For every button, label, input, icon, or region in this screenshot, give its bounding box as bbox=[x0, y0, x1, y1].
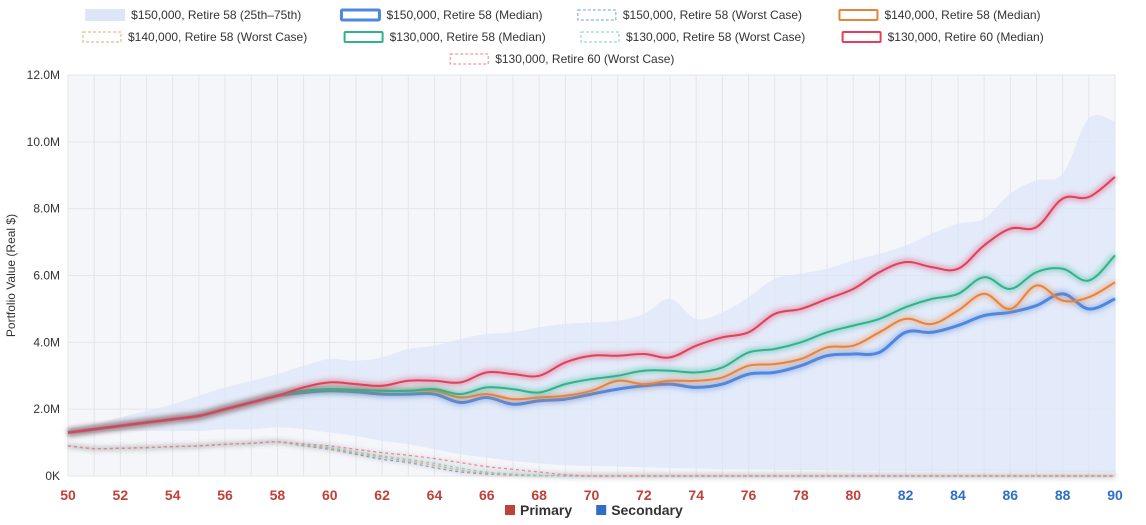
x-tick-label: 84 bbox=[950, 487, 966, 503]
legend-item[interactable]: $130,000, Retire 60 (Worst Case) bbox=[449, 52, 674, 66]
x-tick-label: 88 bbox=[1055, 487, 1071, 503]
x-tick-label: 90 bbox=[1107, 487, 1123, 503]
legend-item[interactable]: $140,000, Retire 58 (Worst Case) bbox=[82, 30, 307, 44]
x-tick-label: 68 bbox=[531, 487, 547, 503]
legend-swatch bbox=[580, 31, 620, 43]
x-tick-label: 62 bbox=[374, 487, 390, 503]
x-tick-label: 86 bbox=[1003, 487, 1019, 503]
x-tick-label: 70 bbox=[584, 487, 600, 503]
series-line-6 bbox=[67, 176, 1116, 434]
legend-item[interactable]: $130,000, Retire 58 (Worst Case) bbox=[580, 30, 805, 44]
legend[interactable]: $150,000, Retire 58 (25th–75th) $150,000,… bbox=[82, 8, 1044, 66]
phase-legend: Primary Secondary bbox=[505, 502, 683, 518]
x-tick-label: 64 bbox=[427, 487, 443, 503]
y-tick-label: 0K bbox=[45, 469, 60, 483]
legend-label: $130,000, Retire 60 (Worst Case) bbox=[495, 52, 674, 66]
x-tick-label: 50 bbox=[60, 487, 76, 503]
legend-label: $130,000, Retire 58 (Worst Case) bbox=[626, 30, 805, 44]
phase-swatch bbox=[596, 505, 607, 515]
legend-label: $130,000, Retire 58 (Median) bbox=[390, 30, 546, 44]
legend-item[interactable]: $150,000, Retire 58 (Worst Case) bbox=[577, 8, 802, 22]
phase-swatch bbox=[505, 505, 515, 515]
legend-swatch bbox=[838, 9, 879, 21]
x-tick-label: 58 bbox=[270, 487, 286, 503]
legend-item[interactable]: $150,000, Retire 58 (25th–75th) bbox=[85, 8, 301, 22]
y-tick-label: 8.0M bbox=[33, 202, 60, 216]
x-tick-label: 78 bbox=[793, 487, 809, 503]
x-tick-label: 60 bbox=[322, 487, 338, 503]
legend-label: $150,000, Retire 58 (25th–75th) bbox=[131, 8, 301, 22]
legend-swatch bbox=[449, 53, 489, 65]
legend-item[interactable]: $130,000, Retire 58 (Median) bbox=[343, 30, 546, 44]
series-line-7 bbox=[67, 441, 1115, 477]
x-tick-label: 74 bbox=[688, 487, 704, 503]
x-tick-label: 80 bbox=[845, 487, 861, 503]
series-layer bbox=[67, 174, 1118, 478]
legend-swatch bbox=[577, 9, 617, 21]
legend-item[interactable]: $140,000, Retire 58 (Median) bbox=[838, 8, 1041, 22]
legend-label: $150,000, Retire 58 (Worst Case) bbox=[623, 8, 802, 22]
x-tick-label: 76 bbox=[741, 487, 757, 503]
phase-label: Primary bbox=[520, 502, 572, 518]
legend-item[interactable]: $130,000, Retire 60 (Median) bbox=[841, 30, 1044, 44]
legend-label: $130,000, Retire 60 (Median) bbox=[888, 30, 1044, 44]
y-tick-label: 6.0M bbox=[33, 269, 60, 283]
legend-label: $150,000, Retire 58 (Median) bbox=[386, 8, 542, 22]
legend-swatch bbox=[85, 9, 126, 21]
legend-swatch bbox=[343, 31, 384, 43]
legend-label: $140,000, Retire 58 (Worst Case) bbox=[128, 30, 307, 44]
x-tick-label: 72 bbox=[636, 487, 652, 503]
axes: 0K 2.0M 4.0M 6.0M 8.0M 10.0M 12.0M 50 52 54 56 58 60… bbox=[4, 68, 1123, 503]
x-tick-label: 66 bbox=[479, 487, 495, 503]
legend-label: $140,000, Retire 58 (Median) bbox=[884, 8, 1040, 22]
legend-swatch bbox=[339, 8, 381, 22]
y-tick-label: 4.0M bbox=[33, 335, 60, 349]
legend-item[interactable]: $150,000, Retire 58 (Median) bbox=[339, 8, 543, 22]
x-tick-label: 54 bbox=[165, 487, 181, 503]
y-tick-label: 10.0M bbox=[27, 135, 60, 149]
legend-swatch bbox=[82, 31, 122, 43]
legend-swatch bbox=[841, 31, 882, 43]
y-tick-label: 2.0M bbox=[33, 402, 60, 416]
phase-label: Secondary bbox=[611, 502, 683, 518]
x-tick-label: 82 bbox=[898, 487, 914, 503]
x-tick-label: 52 bbox=[113, 487, 129, 503]
x-tick-label: 56 bbox=[217, 487, 233, 503]
y-axis-title: Portfolio Value (Real $) bbox=[4, 214, 18, 337]
y-tick-label: 12.0M bbox=[27, 68, 60, 82]
